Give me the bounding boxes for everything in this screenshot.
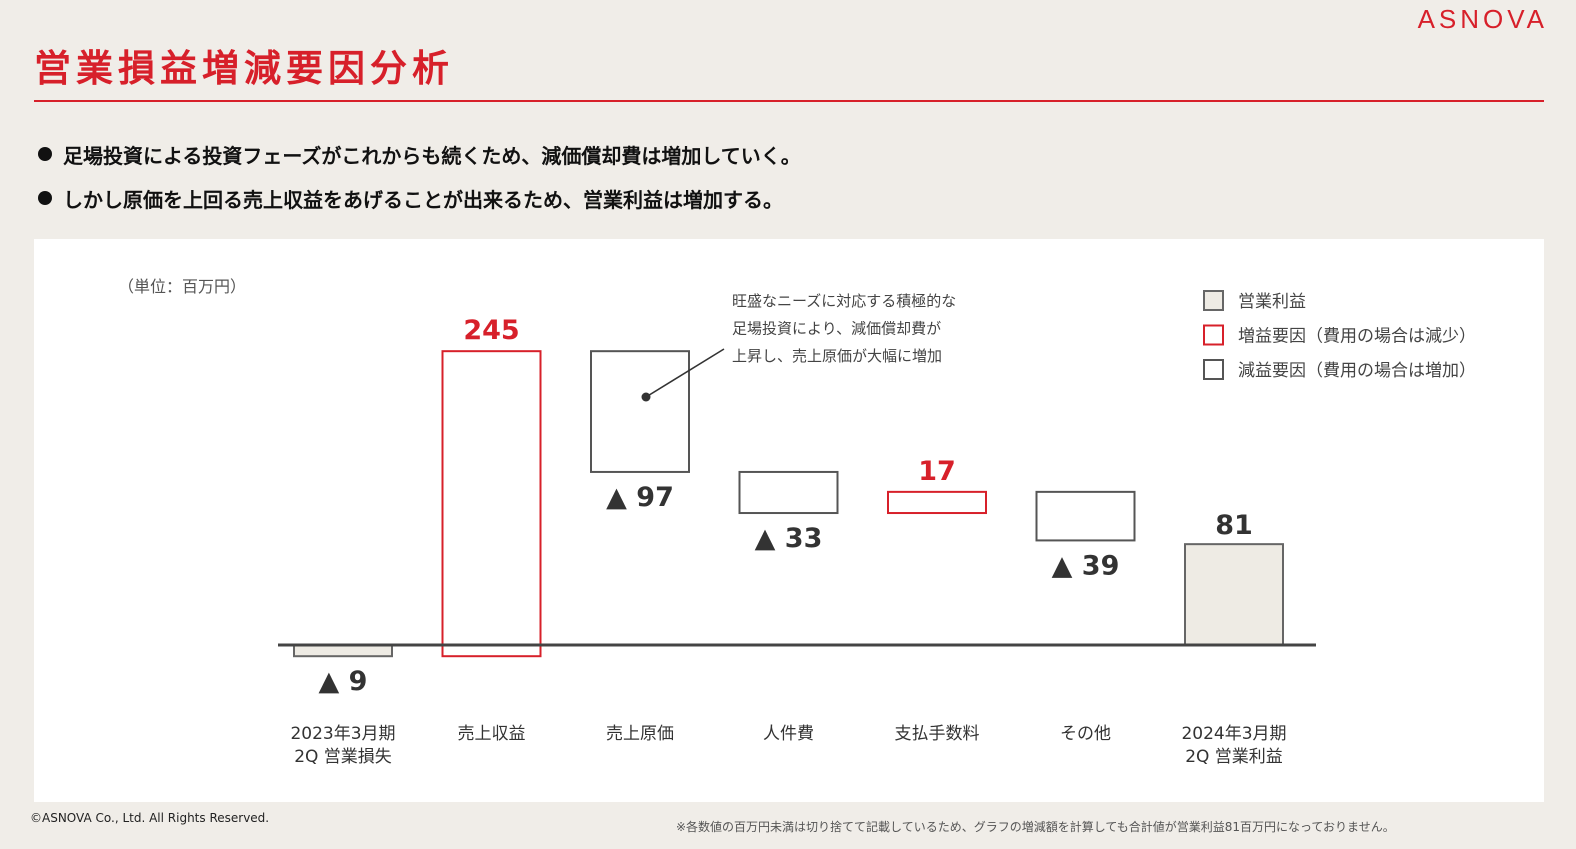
data-label: ▲ 33 — [755, 523, 823, 554]
unit-label: （単位：百万円） — [118, 277, 246, 296]
category-label: 売上原価 — [606, 724, 674, 744]
summary-bullets: 足場投資による投資フェーズがこれからも続くため、減価償却費は増加していく。 しか… — [38, 132, 801, 220]
category-label: 人件費 — [763, 724, 814, 744]
annotation-text: 上昇し、売上原価が大幅に増加 — [732, 347, 942, 365]
waterfall-bar — [441, 350, 542, 658]
waterfall-bar — [887, 490, 987, 515]
bullet-item: しかし原価を上回る売上収益をあげることが出来るため、営業利益は増加する。 — [38, 176, 801, 220]
waterfall-bar — [1184, 543, 1284, 646]
footnote: ※各数値の百万円未満は切り捨てて記載しているため、グラフの増減額を計算しても合計… — [676, 820, 1395, 834]
bullet-text: しかし原価を上回る売上収益をあげることが出来るため、営業利益は増加する。 — [63, 187, 783, 212]
data-label: 81 — [1215, 510, 1253, 541]
legend-swatch — [1203, 324, 1224, 346]
data-label: ▲ 9 — [319, 666, 368, 697]
data-label: ▲ 97 — [606, 482, 674, 513]
category-label: 売上収益 — [458, 724, 526, 744]
annotation-text: 旺盛なニーズに対応する積極的な — [732, 292, 956, 310]
waterfall-chart: （単位：百万円） ▲ 9 245 ▲ 97 ▲ 33 17 ▲ 39 81 2023年3月期 2Q… — [118, 277, 1476, 767]
data-label: ▲ 39 — [1052, 550, 1120, 581]
title-divider — [34, 100, 1544, 102]
waterfall-bar — [738, 470, 839, 515]
category-label: 支払手数料 — [895, 724, 980, 744]
bullet-dot-icon — [38, 147, 52, 161]
copyright: ©ASNOVA Co., Ltd. All Rights Reserved. — [30, 811, 270, 825]
category-label: 2Q 営業利益 — [1185, 747, 1283, 767]
bullet-text: 足場投資による投資フェーズがこれからも続くため、減価償却費は増加していく。 — [63, 143, 801, 168]
waterfall-bar — [293, 644, 393, 658]
category-label: 2024年3月期 — [1181, 724, 1286, 744]
waterfall-bar — [590, 350, 690, 473]
legend-label: 減益要因（費用の場合は増加） — [1238, 361, 1476, 381]
category-label: その他 — [1060, 724, 1111, 744]
page-title: 営業損益増減要因分析 — [34, 47, 454, 90]
company-logo: ASNOVA — [1417, 4, 1548, 34]
category-label: 2Q 営業損失 — [294, 747, 392, 767]
bullet-dot-icon — [38, 191, 52, 205]
legend-swatch — [1203, 359, 1224, 380]
data-label: 17 — [918, 456, 956, 487]
legend-label: 増益要因（費用の場合は減少） — [1238, 327, 1476, 347]
annotation-text: 足場投資により、減価償却費が — [732, 320, 941, 338]
category-label: 2023年3月期 — [290, 724, 395, 744]
bullet-item: 足場投資による投資フェーズがこれからも続くため、減価償却費は増加していく。 — [38, 132, 801, 176]
legend-swatch — [1203, 290, 1224, 311]
legend-label: 営業利益 — [1238, 292, 1306, 312]
callout-line — [645, 348, 725, 398]
data-label: 245 — [463, 315, 519, 346]
chart-panel: （単位：百万円） ▲ 9 245 ▲ 97 ▲ 33 17 ▲ 39 81 2023年3月期 2Q… — [34, 239, 1544, 802]
waterfall-bar — [1035, 490, 1136, 542]
